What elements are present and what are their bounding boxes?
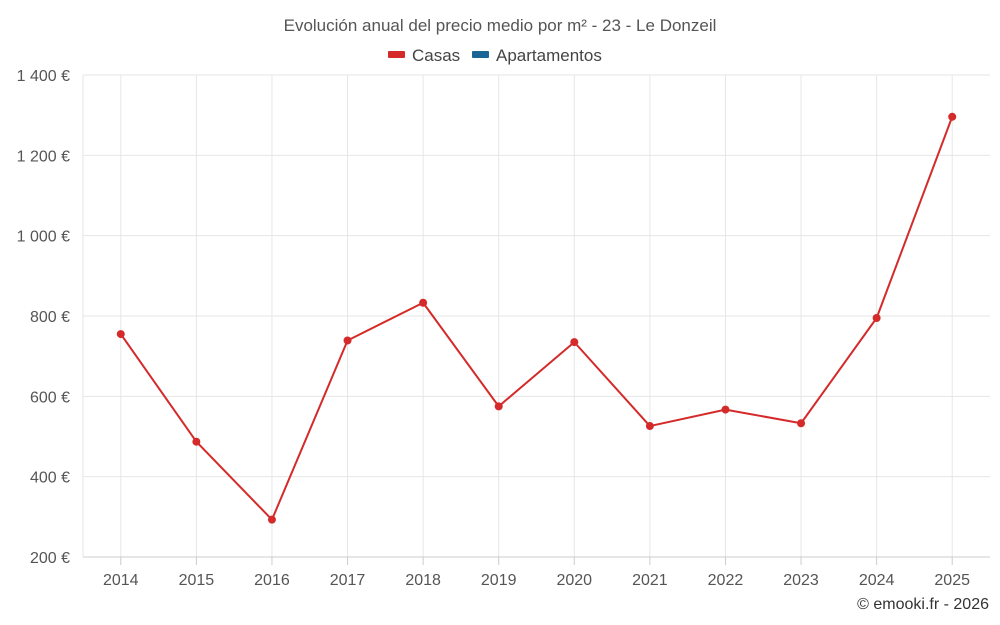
credit-text: © emooki.fr - 2026: [857, 596, 989, 613]
data-point[interactable]: [419, 298, 428, 307]
x-tick-label: 2018: [405, 572, 441, 589]
x-tick-label: 2016: [254, 572, 290, 589]
chart-title: Evolución anual del precio medio por m² …: [284, 16, 717, 35]
y-tick-label: 1 200 €: [17, 148, 70, 165]
data-point[interactable]: [267, 515, 276, 524]
legend-swatch-apartamentos: [472, 51, 489, 58]
y-tick-label: 600 €: [30, 389, 70, 406]
data-point[interactable]: [343, 336, 352, 345]
legend-item-casas[interactable]: Casas: [388, 46, 460, 65]
x-tick-label: 2025: [934, 572, 970, 589]
y-tick-label: 800 €: [30, 309, 70, 326]
x-tick-label: 2024: [859, 572, 895, 589]
legend-label-casas: Casas: [412, 46, 460, 65]
axes: 200 € 400 € 600 € 800 € 1 000 € 1 200 € 1 400 …: [17, 68, 990, 589]
x-tick-label: 2023: [783, 572, 819, 589]
data-point[interactable]: [494, 402, 503, 411]
x-tick-label: 2017: [330, 572, 366, 589]
x-tick-label: 2015: [179, 572, 215, 589]
legend: Casas Apartamentos: [388, 46, 602, 65]
x-tick-label: 2022: [708, 572, 744, 589]
x-tick-label: 2021: [632, 572, 668, 589]
x-tick-label: 2020: [556, 572, 592, 589]
y-tick-label: 1 000 €: [17, 229, 70, 246]
legend-swatch-casas: [388, 51, 405, 58]
legend-item-apartamentos[interactable]: Apartamentos: [472, 46, 602, 65]
data-point[interactable]: [721, 405, 730, 414]
series-line-casas: [119, 116, 954, 521]
data-point[interactable]: [645, 422, 654, 431]
data-point[interactable]: [872, 314, 881, 323]
data-point[interactable]: [570, 338, 579, 347]
x-tick-label: 2014: [103, 572, 139, 589]
data-point[interactable]: [192, 437, 201, 446]
y-tick-label: 200 €: [30, 550, 70, 567]
x-tick-label: 2019: [481, 572, 517, 589]
y-tick-label: 400 €: [30, 470, 70, 487]
legend-label-apartamentos: Apartamentos: [496, 46, 602, 65]
data-point[interactable]: [797, 419, 806, 428]
data-point[interactable]: [948, 112, 957, 121]
y-tick-label: 1 400 €: [17, 68, 70, 85]
data-point[interactable]: [116, 330, 125, 339]
grid-lines: [83, 74, 990, 558]
series-casas: [116, 112, 957, 524]
